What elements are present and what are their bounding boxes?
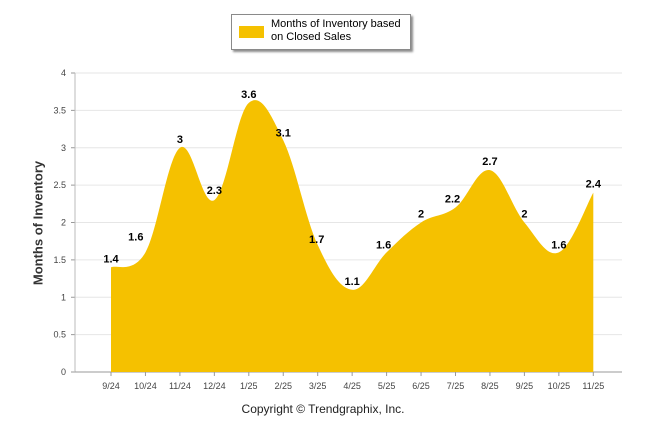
x-tick-label: 12/24 (203, 381, 226, 391)
data-label: 2.2 (445, 194, 460, 206)
y-tick-label: 2.5 (53, 180, 66, 190)
data-label: 2.7 (482, 156, 497, 168)
y-tick-label: 3 (61, 143, 66, 153)
y-tick-label: 2 (61, 218, 66, 228)
x-tick-label: 8/25 (481, 381, 499, 391)
y-tick-label: 3.5 (53, 105, 66, 115)
data-label: 1.1 (345, 276, 360, 288)
data-label: 2.3 (207, 185, 222, 197)
copyright-footer: Copyright © Trendgraphix, Inc. (241, 402, 405, 416)
x-tick-label: 4/25 (343, 381, 361, 391)
y-axis-title: Months of Inventory (30, 160, 46, 286)
data-label: 3 (177, 134, 183, 146)
x-tick-label: 9/25 (516, 381, 534, 391)
x-tick-label: 2/25 (274, 381, 292, 391)
data-labels: 1.4 1.6 3 2.3 3.6 3.1 1.7 1.1 1.6 2 2.2 2.7 2 1.6 2.4 (103, 89, 601, 288)
x-tick-label: 7/25 (447, 381, 465, 391)
x-tick-label: 6/25 (412, 381, 430, 391)
data-label: 3.1 (276, 127, 291, 139)
x-tick-label: 10/25 (548, 381, 571, 391)
y-tick-label: 0 (61, 367, 66, 377)
data-label: 2.4 (586, 179, 602, 191)
tick-labels: 0 0.5 1 1.5 2 2.5 3 3.5 4 9/24 10/24 11/24 12/24 1/25… (53, 68, 604, 391)
data-label: 2 (521, 209, 527, 221)
series-area (111, 100, 594, 373)
x-tick-label: 11/25 (582, 381, 604, 391)
data-label: 1.4 (103, 253, 119, 265)
y-tick-label: 4 (61, 68, 66, 78)
y-tick-label: 1 (61, 292, 66, 302)
x-tick-label: 11/24 (169, 381, 191, 391)
y-tick-label: 0.5 (53, 330, 66, 340)
data-label: 3.6 (241, 89, 256, 101)
data-label: 2 (418, 209, 424, 221)
data-label: 1.6 (551, 239, 566, 251)
x-tick-label: 5/25 (378, 381, 396, 391)
data-label: 1.6 (128, 231, 143, 243)
x-tick-label: 10/24 (134, 381, 157, 391)
x-tick-label: 3/25 (309, 381, 327, 391)
y-tick-label: 1.5 (53, 255, 66, 265)
legend-label: Months of Inventory based on Closed Sale… (271, 18, 401, 43)
data-label: 1.7 (309, 234, 324, 246)
legend: Months of Inventory based on Closed Sale… (231, 14, 411, 50)
legend-swatch (239, 26, 264, 38)
series-area-fill (111, 100, 594, 373)
x-tick-label: 1/25 (240, 381, 258, 391)
data-label: 1.6 (376, 239, 391, 251)
x-tick-label: 9/24 (102, 381, 120, 391)
